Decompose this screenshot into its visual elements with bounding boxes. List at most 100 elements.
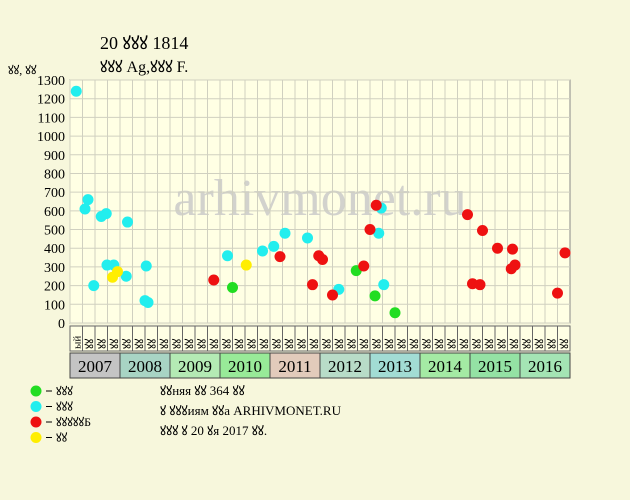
point <box>240 259 252 271</box>
column-label: ꙋꙋ <box>209 339 221 349</box>
column-label: ꙋꙋ <box>359 339 371 349</box>
column-label: ꙋꙋ <box>346 339 358 349</box>
column-label: ꙋꙋ <box>309 339 321 349</box>
note: ꙋꙋняя ꙋꙋ 364 ꙋꙋ <box>160 383 245 398</box>
column-label: ꙋꙋ <box>84 339 96 349</box>
point <box>373 227 385 239</box>
y-tick-label: 100 <box>44 298 65 313</box>
point <box>112 266 123 278</box>
point <box>82 194 94 206</box>
column-label: ꙋꙋ <box>284 339 296 349</box>
point <box>100 208 112 220</box>
legend-label: ꙋꙋꙋꙋꙋБ <box>56 415 91 429</box>
year-cell <box>469 352 521 379</box>
column-label: ꙋꙋ <box>196 339 208 349</box>
column-label: ꙋꙋ <box>521 339 533 349</box>
year-label: 2015 <box>478 357 512 376</box>
point <box>70 85 82 97</box>
point <box>358 260 370 272</box>
point <box>279 227 291 239</box>
column-label: ꙋꙋ <box>259 339 271 349</box>
column-label: ꙋꙋ <box>371 339 383 349</box>
point <box>462 209 473 221</box>
column-label: ꙋꙋ <box>409 339 421 349</box>
column-cell <box>557 325 571 352</box>
column-label: ꙋꙋ <box>121 339 133 349</box>
column-label: ꙋꙋ <box>446 339 458 349</box>
year-label: 2011 <box>278 357 311 376</box>
column-label: ꙋꙋ <box>384 339 396 349</box>
year-label: 2014 <box>428 357 463 376</box>
point <box>140 260 152 272</box>
year-cell <box>119 352 171 379</box>
legend-label: ꙋꙋꙋ <box>56 384 73 398</box>
point <box>227 281 238 293</box>
column-label: ꙋꙋ <box>109 339 121 349</box>
point <box>257 245 268 257</box>
column-label: ꙋꙋ <box>184 339 196 349</box>
column-label: ꙋꙋ <box>534 339 546 349</box>
point <box>88 280 100 292</box>
column-label: ꙋꙋ <box>246 339 258 349</box>
legend-marker <box>30 385 42 397</box>
year-cell <box>69 352 121 379</box>
y-tick-label: 200 <box>44 280 65 295</box>
point <box>268 240 280 252</box>
year-cell <box>319 352 371 379</box>
point <box>120 270 132 282</box>
year-cell <box>519 352 571 379</box>
y-tick-label: 1100 <box>38 111 65 126</box>
column-label: ꙋꙋ <box>459 339 471 349</box>
point <box>378 279 390 291</box>
y-tick-label: 600 <box>44 205 65 220</box>
note: ꙋ ꙋꙋꙋиям ꙋꙋа ARHIVMONET.RU <box>160 403 342 418</box>
column-label: ꙋꙋ <box>296 339 308 349</box>
year-label: 2009 <box>178 357 212 376</box>
point <box>509 259 521 271</box>
point <box>317 253 328 265</box>
column-label: ꙋꙋ <box>434 339 446 349</box>
legend-label: ꙋꙋꙋ <box>56 400 73 414</box>
column-label: ꙋꙋ <box>96 339 108 349</box>
year-cell <box>219 352 271 379</box>
column-label: ꙋꙋ <box>334 339 346 349</box>
column-label: ый <box>71 336 83 349</box>
year-cell <box>419 352 471 379</box>
point <box>364 224 376 236</box>
point <box>79 203 91 215</box>
column-label: ꙋꙋ <box>559 339 571 349</box>
point <box>327 289 338 301</box>
column-label: ꙋꙋ <box>271 339 283 349</box>
point <box>474 279 486 291</box>
column-label: ꙋꙋ <box>396 339 408 349</box>
legend-marker <box>30 401 42 412</box>
column-label: ꙋꙋ <box>146 339 158 349</box>
y-tick-label: 800 <box>44 167 65 182</box>
y-tick-label: 1000 <box>37 130 65 145</box>
legend-marker <box>30 432 42 443</box>
point <box>302 232 313 244</box>
point <box>142 296 154 308</box>
y-tick-label: 700 <box>44 186 65 201</box>
year-label: 2007 <box>78 357 113 376</box>
legend-label: ꙋꙋ <box>56 431 68 445</box>
point <box>552 287 563 299</box>
y-tick-label: 900 <box>44 149 65 164</box>
column-label: ꙋꙋ <box>171 339 183 349</box>
column-label: ꙋꙋ <box>546 339 558 349</box>
column-label: ꙋꙋ <box>484 339 496 349</box>
point <box>222 250 233 262</box>
y-tick-label: 1300 <box>37 74 65 89</box>
chart-subtitle: ꙋꙋꙋ Ag,ꙋꙋꙋ F. <box>100 59 188 76</box>
year-cell <box>169 352 221 379</box>
year-label: 2016 <box>528 357 562 376</box>
point <box>559 247 571 259</box>
y-tick-label: 500 <box>44 224 65 239</box>
column-label: ꙋꙋ <box>509 339 521 349</box>
point <box>492 242 503 254</box>
column-label: ꙋꙋ <box>421 339 433 349</box>
note: ꙋꙋꙋ ꙋ 20 ꙋя 2017 ꙋꙋ. <box>160 423 267 438</box>
chart-title: 20 ꙋꙋꙋ 1814 <box>100 33 188 53</box>
point <box>507 243 518 255</box>
